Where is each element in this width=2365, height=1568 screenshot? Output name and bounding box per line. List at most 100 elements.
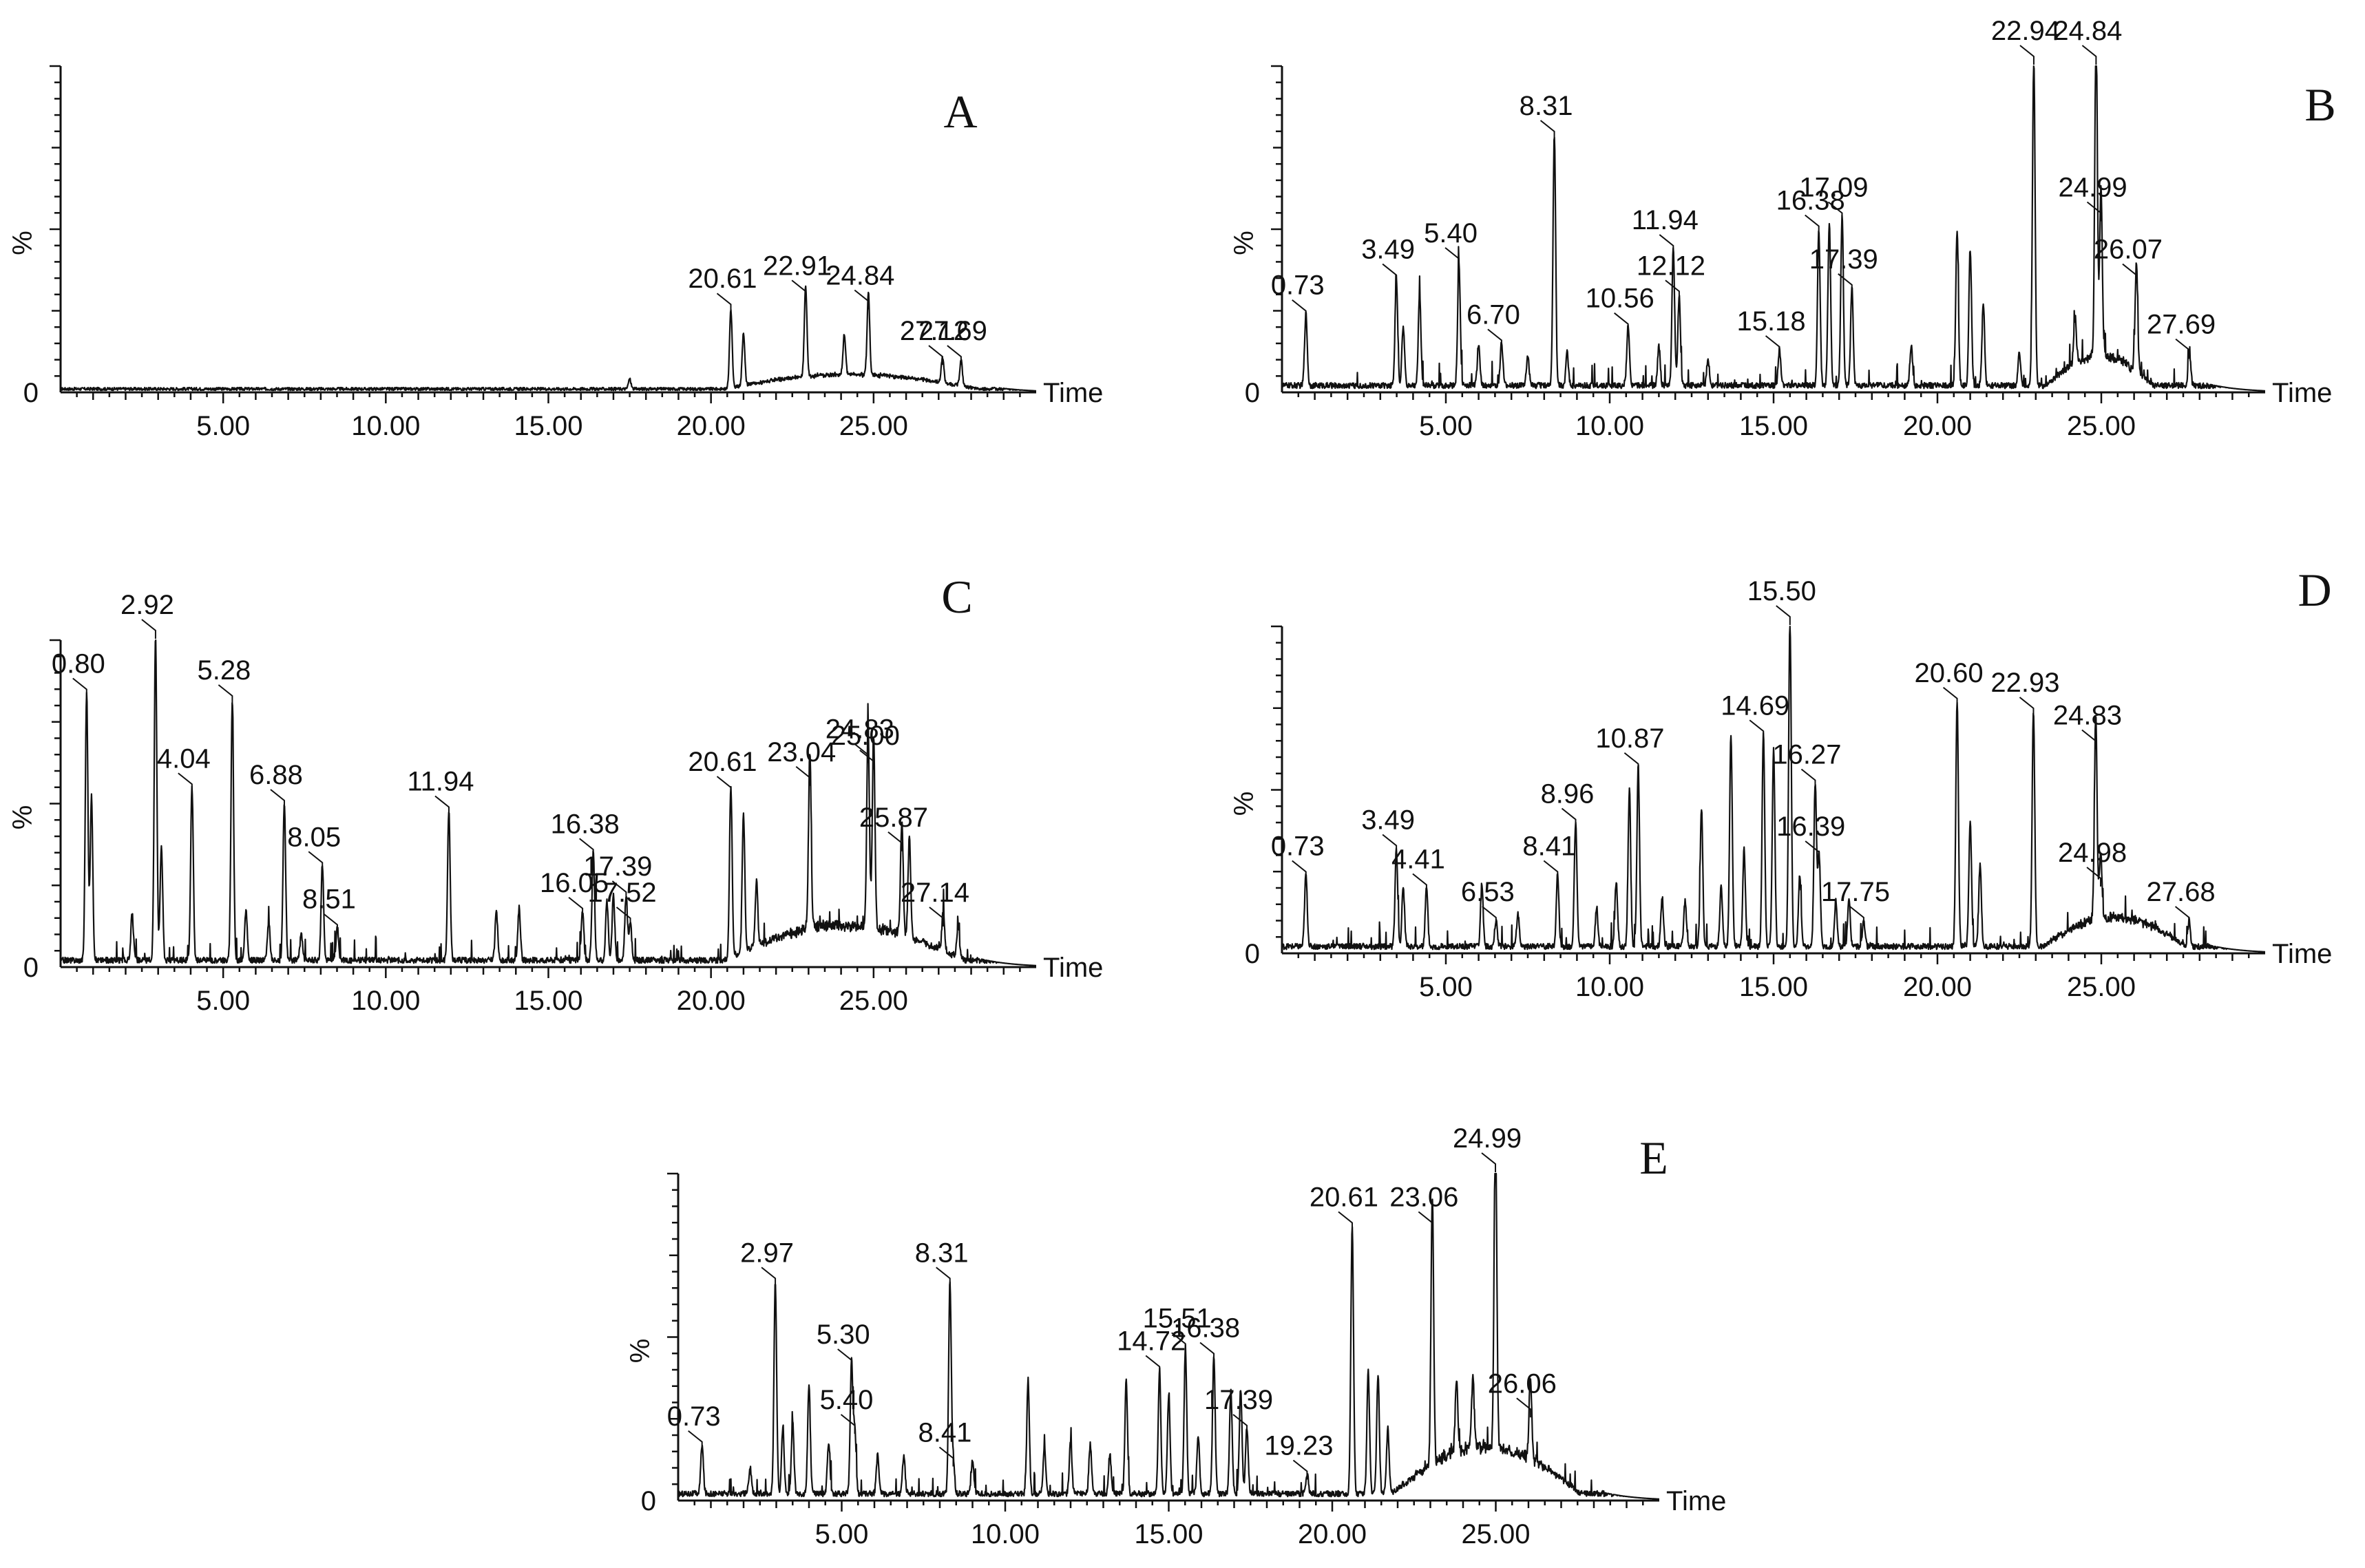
x-tick-label: 10.00	[971, 1519, 1040, 1549]
peak-label: 8.41	[918, 1418, 972, 1448]
panel-letter: B	[2304, 78, 2335, 131]
peak-label: 22.93	[1990, 668, 2059, 698]
peak-leader	[716, 776, 732, 796]
x-tick-label: 15.00	[1134, 1519, 1203, 1549]
peak-label: 16.38	[1171, 1313, 1240, 1344]
x-tick-label: 5.00	[1419, 972, 1473, 1002]
peak-leader	[218, 684, 233, 704]
peak-label: 0.73	[1271, 271, 1325, 301]
peak-label: 3.49	[1361, 235, 1415, 265]
y-axis-label: %	[625, 1339, 655, 1364]
y-axis-label: %	[1229, 792, 1259, 816]
peak-label: 0.80	[52, 649, 105, 679]
peak-label: 8.05	[287, 822, 341, 852]
x-tick-label: 5.00	[815, 1519, 869, 1549]
peak-label: 25.87	[859, 803, 928, 833]
peak-leader	[1516, 1397, 1531, 1418]
y-axis-label: %	[1229, 231, 1259, 255]
peak-leader	[947, 345, 962, 365]
peak-label: 16.05	[540, 868, 609, 898]
peak-leader	[2174, 906, 2190, 926]
peak-leader	[1623, 752, 1639, 772]
peak-leader	[2086, 201, 2102, 222]
panel-c: 5.00 10.00 15.00 20.00 25.00 0% Time C 0.80 2.92 4…	[8, 571, 1103, 1016]
peak-label: 27.12	[900, 316, 969, 346]
y-zero-label: 0	[23, 953, 39, 983]
peak-label: 24.99	[2058, 173, 2127, 203]
peak-label: 14.72	[1117, 1326, 1186, 1357]
peak-leader	[270, 789, 285, 809]
peak-leader	[887, 831, 903, 851]
peak-label: 22.94	[1991, 16, 2060, 46]
peak-label: 27.14	[901, 878, 969, 908]
x-axis-label: Time	[1043, 378, 1103, 408]
trace-line	[60, 285, 1037, 392]
trace-line	[1281, 625, 2266, 953]
peak-leader	[1659, 234, 1674, 254]
peak-leader	[611, 880, 627, 900]
peak-leader	[1942, 686, 1958, 707]
x-axis-label: Time	[1043, 953, 1103, 983]
peak-leader	[1827, 201, 1843, 222]
peak-leader	[1338, 1211, 1353, 1231]
x-tick-label: 5.00	[196, 986, 250, 1016]
peak-leader	[1849, 906, 1864, 926]
peak-leader	[568, 896, 584, 917]
x-tick-label: 5.00	[1419, 411, 1473, 441]
peak-leader	[1805, 840, 1820, 860]
peak-label: 24.83	[826, 714, 894, 745]
peak-label: 6.53	[1461, 877, 1515, 907]
peak-label: 17.39	[1809, 244, 1878, 275]
peak-label: 12.12	[1637, 251, 1705, 281]
peak-leader	[308, 851, 324, 871]
panel-letter: A	[943, 85, 977, 138]
peak-label: 8.31	[915, 1238, 969, 1268]
peak-leader	[2122, 263, 2137, 284]
peak-leader	[2175, 338, 2191, 359]
peak-label: 15.18	[1737, 306, 1806, 337]
peak-leader	[1199, 1342, 1215, 1362]
peak-label: 4.04	[157, 743, 211, 774]
x-tick-label: 15.00	[514, 411, 582, 441]
peak-leader	[1543, 860, 1559, 880]
peak-label: 16.27	[1772, 740, 1841, 770]
x-tick-label: 10.00	[351, 986, 420, 1016]
peak-label: 17.39	[1204, 1385, 1273, 1415]
peak-label: 24.99	[1453, 1123, 1522, 1154]
peak-leader	[1145, 1355, 1161, 1375]
peak-label: 24.83	[2053, 701, 2122, 731]
peak-label: 5.30	[817, 1320, 870, 1350]
y-zero-label: 0	[641, 1486, 656, 1516]
peak-leader	[840, 1414, 856, 1434]
peak-leader	[1292, 299, 1307, 319]
x-tick-label: 25.00	[2067, 972, 2136, 1002]
peak-leader	[1561, 807, 1577, 828]
peak-label: 2.92	[120, 590, 174, 620]
peak-label: 11.94	[407, 767, 474, 797]
peak-label: 24.98	[2058, 838, 2127, 868]
peak-label: 10.56	[1586, 284, 1654, 314]
panel-e: 5.00 10.00 15.00 20.00 25.00 0% Time E 0.73 2.97 5…	[625, 1123, 1726, 1549]
peak-leader	[2086, 867, 2102, 887]
panel-d: 5.00 10.00 15.00 20.00 25.00 0% Time D 0.73 3.49 4…	[1229, 564, 2332, 1002]
peak-label: 16.38	[551, 809, 620, 839]
peak-leader	[1481, 1152, 1497, 1172]
x-tick-label: 20.00	[677, 986, 746, 1016]
peak-leader	[1444, 247, 1460, 267]
x-axis-label: Time	[2272, 939, 2332, 969]
x-tick-label: 5.00	[196, 411, 250, 441]
peak-leader	[928, 345, 943, 365]
peak-label: 8.41	[1522, 831, 1576, 862]
peak-label: 6.88	[249, 760, 303, 790]
peak-leader	[791, 279, 807, 300]
x-tick-label: 10.00	[1575, 411, 1644, 441]
x-tick-label: 25.00	[2067, 411, 2136, 441]
peak-leader	[1665, 279, 1680, 300]
peak-leader	[1292, 860, 1307, 880]
x-tick-label: 25.00	[1461, 1519, 1530, 1549]
peak-leader	[2019, 45, 2035, 65]
peak-leader	[141, 619, 156, 639]
peak-leader	[1292, 1459, 1308, 1480]
peak-leader	[1382, 263, 1398, 284]
